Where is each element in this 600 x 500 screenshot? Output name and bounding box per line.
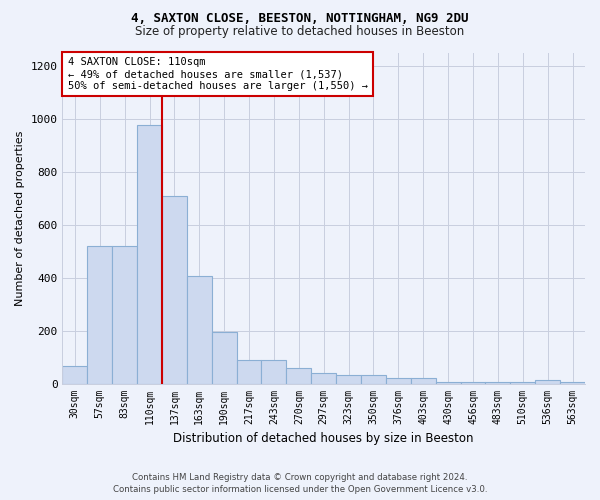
Text: Contains HM Land Registry data © Crown copyright and database right 2024.
Contai: Contains HM Land Registry data © Crown c… <box>113 472 487 494</box>
Bar <box>535 380 560 384</box>
Bar <box>436 382 461 384</box>
Bar <box>262 360 286 384</box>
Bar <box>212 332 236 384</box>
Bar <box>286 368 311 384</box>
Bar <box>361 375 386 384</box>
Y-axis label: Number of detached properties: Number of detached properties <box>15 130 25 306</box>
Bar <box>187 276 212 384</box>
Bar <box>112 246 137 384</box>
X-axis label: Distribution of detached houses by size in Beeston: Distribution of detached houses by size … <box>173 432 474 445</box>
Bar <box>236 360 262 384</box>
Text: 4, SAXTON CLOSE, BEESTON, NOTTINGHAM, NG9 2DU: 4, SAXTON CLOSE, BEESTON, NOTTINGHAM, NG… <box>131 12 469 26</box>
Bar <box>336 375 361 384</box>
Bar <box>485 382 511 384</box>
Bar <box>411 378 436 384</box>
Bar <box>162 196 187 384</box>
Bar <box>461 382 485 384</box>
Text: 4 SAXTON CLOSE: 110sqm
← 49% of detached houses are smaller (1,537)
50% of semi-: 4 SAXTON CLOSE: 110sqm ← 49% of detached… <box>68 58 368 90</box>
Bar <box>511 382 535 384</box>
Bar <box>311 373 336 384</box>
Bar <box>386 378 411 384</box>
Bar <box>560 382 585 384</box>
Bar <box>62 366 88 384</box>
Bar <box>137 126 162 384</box>
Text: Size of property relative to detached houses in Beeston: Size of property relative to detached ho… <box>136 25 464 38</box>
Bar <box>88 246 112 384</box>
